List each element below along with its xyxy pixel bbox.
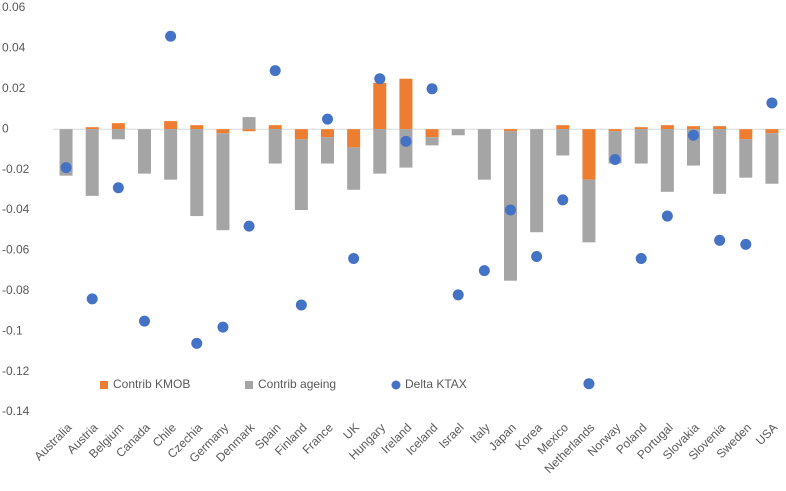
- bar: [111, 123, 125, 130]
- bar: [216, 129, 230, 134]
- dot: [191, 337, 203, 349]
- y-tick-label: -0.12: [2, 364, 30, 378]
- y-tick-label: -0.06: [2, 243, 30, 257]
- dot: [688, 129, 699, 141]
- bar: [347, 129, 361, 148]
- dot: [112, 182, 124, 194]
- dot: [452, 289, 464, 301]
- dot: [583, 378, 595, 390]
- bar: [634, 127, 648, 130]
- dot: [557, 194, 569, 206]
- y-tick-label: 0.04: [2, 41, 26, 55]
- legend-marker: [391, 380, 401, 390]
- dot: [243, 220, 255, 232]
- bar: [504, 129, 517, 132]
- bar: [582, 179, 596, 243]
- dot: [505, 204, 516, 216]
- dot: [400, 135, 412, 147]
- legend-label: Delta KTAX: [405, 377, 467, 391]
- bar: [347, 147, 361, 190]
- bar: [216, 133, 230, 231]
- bar: [713, 126, 727, 130]
- bar: [321, 137, 334, 164]
- dot: [635, 252, 647, 264]
- bar: [451, 129, 465, 136]
- bar: [268, 129, 282, 164]
- bar: [739, 139, 753, 178]
- x-tick-label: Japan: [486, 420, 519, 453]
- bar: [634, 129, 648, 164]
- bar: [530, 129, 544, 233]
- legend-marker: [100, 381, 108, 389]
- legend-label: Contrib KMOB: [113, 377, 190, 391]
- bar: [164, 129, 178, 180]
- dot: [269, 65, 281, 77]
- dot: [165, 30, 177, 42]
- bar: [477, 129, 491, 180]
- dot: [348, 252, 360, 264]
- y-tick-label: -0.02: [2, 162, 30, 176]
- x-tick-label: Israel: [436, 420, 467, 451]
- bar: [425, 137, 439, 146]
- bar: [190, 125, 204, 130]
- y-tick-label: 0.02: [2, 81, 26, 95]
- legend-marker: [245, 381, 253, 389]
- dot: [531, 250, 543, 262]
- bar: [399, 129, 413, 168]
- bar: [556, 125, 570, 130]
- bar: [556, 129, 570, 156]
- y-tick-label: -0.14: [2, 404, 30, 418]
- bar: [425, 129, 439, 138]
- bar: [321, 129, 334, 138]
- bar: [608, 129, 622, 132]
- bar: [660, 129, 674, 192]
- dot: [295, 299, 307, 311]
- bar: [294, 139, 308, 210]
- y-tick-label: -0.04: [2, 202, 30, 216]
- bar: [242, 117, 256, 130]
- bar: [85, 129, 99, 196]
- y-tick-label: -0.1: [2, 323, 23, 337]
- bar: [373, 82, 387, 130]
- dot: [217, 321, 229, 333]
- dot: [139, 315, 150, 327]
- dot: [374, 73, 386, 85]
- bar: [765, 129, 779, 134]
- dot: [609, 154, 621, 165]
- y-tick-label: 0.06: [2, 0, 26, 14]
- x-tick-label: USA: [753, 420, 780, 447]
- dot: [661, 210, 673, 222]
- dot: [478, 265, 490, 277]
- bar: [138, 129, 151, 174]
- dot: [426, 83, 438, 95]
- bar: [294, 129, 308, 140]
- dot: [322, 113, 333, 125]
- bar: [582, 129, 596, 180]
- bar: [660, 125, 674, 130]
- bar: [190, 129, 204, 217]
- bar: [713, 129, 727, 194]
- dot: [86, 293, 98, 305]
- bar: [111, 129, 125, 140]
- bar: [687, 126, 700, 130]
- legend-label: Contrib ageing: [258, 377, 336, 391]
- dot: [714, 234, 726, 246]
- bar: [373, 129, 387, 174]
- dot: [740, 238, 752, 250]
- bar: [765, 133, 779, 184]
- y-tick-label: 0: [2, 121, 9, 135]
- y-tick-label: -0.08: [2, 283, 30, 297]
- bar: [739, 129, 753, 140]
- dot: [60, 162, 72, 174]
- bar: [85, 127, 99, 130]
- bar: [164, 121, 178, 130]
- bar: [242, 129, 256, 132]
- bar: [268, 125, 282, 130]
- bar: [399, 78, 413, 130]
- dot: [766, 97, 778, 109]
